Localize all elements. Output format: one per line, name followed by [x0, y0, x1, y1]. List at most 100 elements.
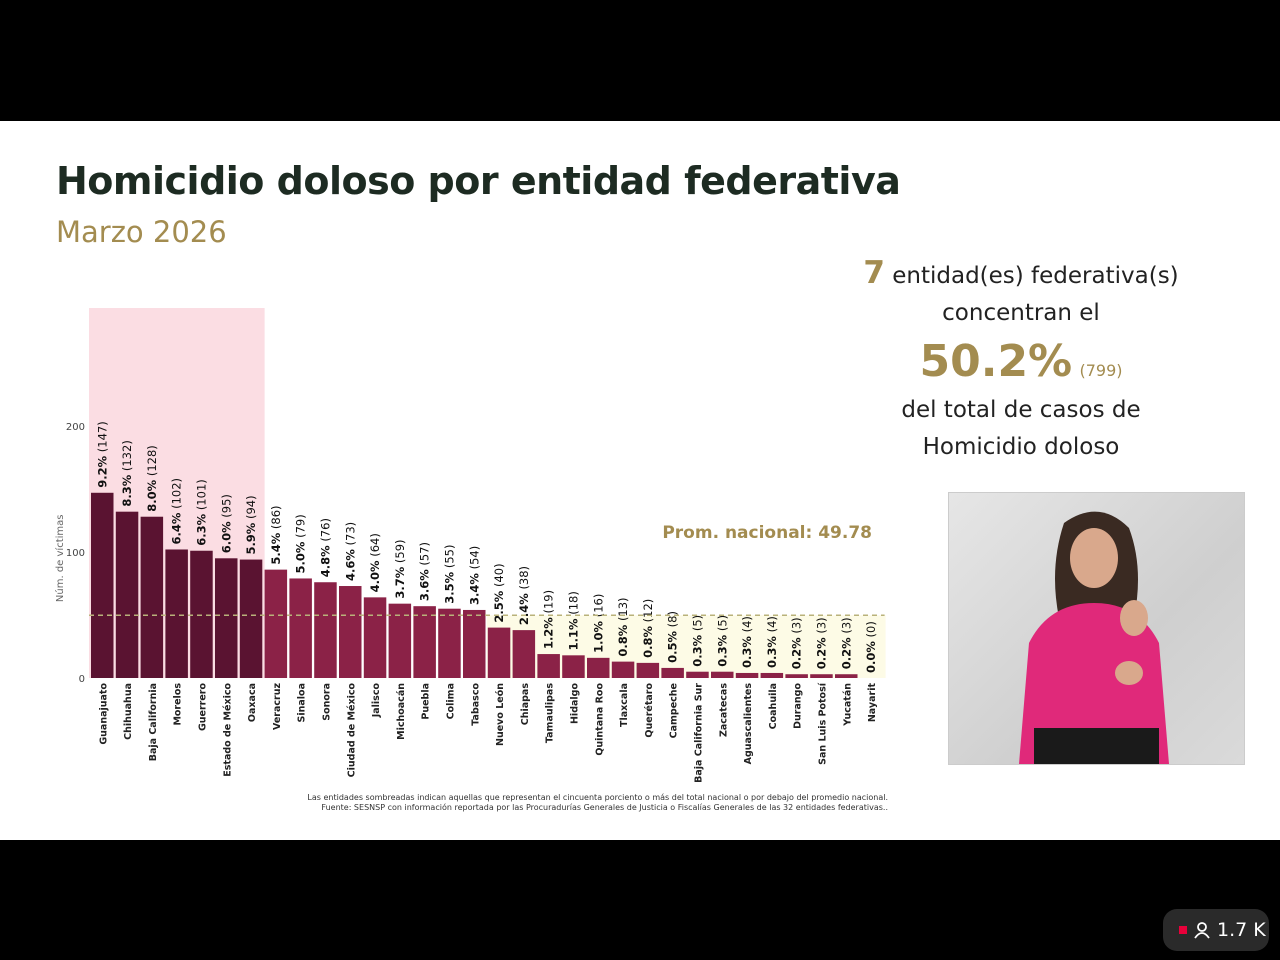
- y-axis-label: Núm. de víctimas: [54, 515, 66, 603]
- bar: [314, 582, 337, 678]
- bar: [512, 630, 536, 678]
- bar: [190, 550, 213, 678]
- bar: [463, 609, 486, 678]
- summary-line1: entidad(es) federativa(s): [892, 263, 1179, 289]
- bar-data-label: 0.3% (4): [765, 616, 779, 668]
- bar-data-label: 5.9% (94): [244, 495, 258, 554]
- bar: [438, 608, 461, 678]
- category-label: Nuevo León: [495, 683, 506, 746]
- bar-data-label: 0.3% (4): [740, 616, 754, 668]
- bar: [785, 674, 808, 678]
- bar: [562, 655, 585, 678]
- bar: [239, 559, 263, 678]
- bar-data-label: 6.3% (101): [194, 479, 208, 546]
- category-label: Chiapas: [520, 683, 531, 726]
- category-label: Quintana Roo: [594, 683, 605, 756]
- bar: [711, 671, 734, 678]
- bar: [289, 578, 312, 678]
- category-label: Baja California Sur: [693, 683, 704, 783]
- bar-data-label: 1.0% (16): [591, 594, 605, 653]
- category-label: Hidalgo: [569, 683, 580, 724]
- bar: [264, 569, 288, 678]
- y-tick-label: 100: [66, 548, 85, 559]
- bar-data-label: 4.0% (64): [368, 533, 382, 592]
- summary-line4: Homicidio doloso: [922, 434, 1120, 460]
- bar: [686, 671, 709, 678]
- bar: [165, 549, 188, 678]
- bar: [487, 627, 511, 678]
- bar: [835, 674, 858, 678]
- bar-data-label: 4.6% (73): [343, 522, 357, 581]
- summary-panel: 7 entidad(es) federativa(s) concentran e…: [860, 255, 1182, 466]
- viewer-count: 1.7 K: [1217, 919, 1266, 941]
- category-label: Colima: [445, 683, 456, 719]
- bar-data-label: 0.0% (0): [864, 621, 878, 673]
- summary-percent: 50.2%: [919, 336, 1073, 387]
- category-label: San Luis Potosí: [817, 682, 828, 765]
- summary-line3: del total de casos de: [901, 397, 1141, 423]
- bar: [215, 558, 238, 678]
- bar-data-label: 1.1% (18): [566, 591, 580, 650]
- bar-data-label: 6.4% (102): [170, 478, 184, 544]
- bar-data-label: 0.3% (5): [690, 615, 704, 667]
- category-label: Sinaloa: [297, 683, 308, 722]
- category-label: Tamaulipas: [545, 683, 556, 743]
- live-indicator-icon: [1179, 926, 1187, 934]
- bar: [537, 654, 560, 678]
- summary-line2: concentran el: [942, 300, 1100, 326]
- footnote: Las entidades sombreadas indican aquella…: [280, 793, 888, 813]
- bar: [388, 603, 412, 678]
- bar-data-label: 2.4% (38): [517, 566, 531, 625]
- category-label: Durango: [793, 683, 804, 729]
- y-tick-label: 200: [66, 422, 85, 433]
- bar: [413, 606, 436, 678]
- sign-language-interpreter-video: [948, 492, 1245, 765]
- bar: [339, 586, 362, 678]
- category-label: Coahuila: [768, 683, 779, 729]
- bar-data-label: 8.0% (128): [145, 445, 159, 512]
- summary-count: 7: [863, 255, 885, 291]
- page-title: Homicidio doloso por entidad federativa: [56, 159, 901, 203]
- category-label: Chihuahua: [123, 683, 134, 740]
- page-subtitle: Marzo 2026: [56, 215, 227, 249]
- bar-data-label: 5.0% (79): [294, 514, 308, 573]
- bar: [810, 674, 833, 678]
- bar-data-label: 0.2% (3): [790, 617, 804, 669]
- category-label: Puebla: [421, 683, 432, 720]
- y-tick-label: 0: [79, 674, 85, 685]
- category-label: Aguascalientes: [743, 683, 754, 765]
- bar-chart: 0 100 200 Núm. de víctimas 9.2% (147) Guanaju…: [54, 308, 886, 783]
- category-label: Michoacán: [396, 683, 407, 740]
- bar: [91, 492, 114, 678]
- slide: Homicidio doloso por entidad federativa …: [0, 121, 1280, 840]
- bar-data-label: 9.2% (147): [95, 421, 109, 488]
- bar-data-label: 3.7% (59): [393, 539, 407, 598]
- bar: [735, 672, 759, 678]
- bar-data-label: 0.3% (5): [715, 615, 729, 667]
- bar-data-label: 5.4% (86): [269, 505, 283, 564]
- category-label: Oaxaca: [247, 683, 258, 722]
- bar-data-label: 8.3% (132): [120, 440, 134, 507]
- bar: [140, 516, 164, 678]
- category-label: Sonora: [321, 683, 332, 721]
- category-label: Guerrero: [197, 683, 208, 732]
- footnote-source: Fuente: SESNSP con información reportada…: [321, 803, 888, 812]
- category-label: Yucatán: [842, 683, 853, 727]
- bar: [661, 667, 684, 678]
- bar-data-label: 2.5% (40): [492, 563, 506, 622]
- bar: [115, 511, 139, 678]
- category-label: Estado de México: [222, 683, 233, 777]
- bar: [636, 662, 660, 678]
- bar-data-label: 0.2% (3): [839, 617, 853, 669]
- category-label: Tlaxcala: [619, 683, 630, 727]
- summary-cases: (799): [1079, 361, 1123, 380]
- bar: [363, 597, 387, 678]
- average-label: Prom. nacional: 49.78: [662, 523, 872, 543]
- bar: [587, 657, 610, 678]
- category-label: Tabasco: [470, 683, 481, 726]
- bar-data-label: 0.2% (3): [814, 617, 828, 669]
- category-label: Morelos: [173, 683, 184, 726]
- bar-data-label: 3.6% (57): [418, 542, 432, 601]
- category-label: Ciudad de México: [346, 683, 357, 778]
- category-label: Zacatecas: [718, 683, 729, 737]
